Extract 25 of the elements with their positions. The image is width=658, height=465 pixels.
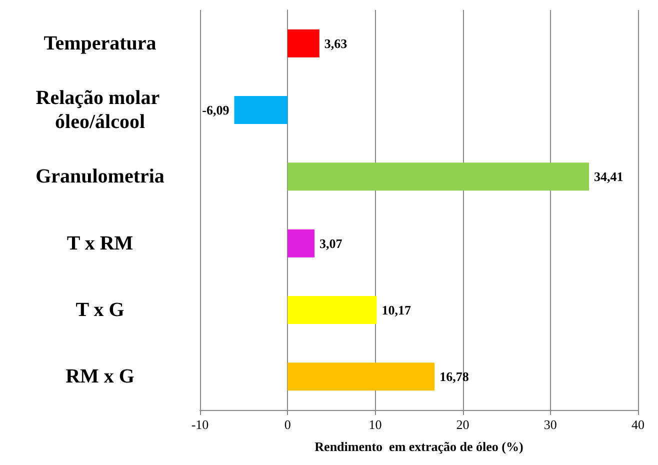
y-tick-label: Relação molar óleo/álcool — [36, 87, 164, 133]
x-tick-label: 30 — [544, 417, 557, 432]
y-tick-label: T x RM — [66, 232, 134, 254]
bar — [234, 96, 288, 124]
bar — [288, 229, 314, 258]
bar — [288, 362, 435, 391]
data-label: 16,78 — [440, 369, 470, 384]
y-tick-label: Temperatura — [44, 32, 156, 54]
data-label: 3,07 — [319, 236, 343, 251]
x-tick-label: 10 — [368, 417, 382, 432]
data-label: 3,63 — [324, 36, 348, 51]
bar — [288, 29, 320, 58]
y-tick-label: Granulometria — [36, 166, 164, 188]
bar — [288, 162, 590, 191]
x-tick-label: 20 — [456, 417, 470, 432]
x-tick-label: 40 — [632, 417, 644, 432]
x-tick-label: -10 — [191, 417, 209, 432]
x-tick-label: 0 — [284, 417, 291, 432]
data-label: -6,09 — [202, 102, 230, 118]
y-tick-label: RM x G — [66, 366, 135, 388]
data-label: 10,17 — [382, 302, 412, 318]
y-tick-label: T x G — [76, 299, 125, 321]
bar — [288, 296, 377, 324]
x-axis-title: Rendimento em extração de óleo (%) — [314, 439, 524, 454]
data-label: 34,41 — [594, 169, 624, 184]
